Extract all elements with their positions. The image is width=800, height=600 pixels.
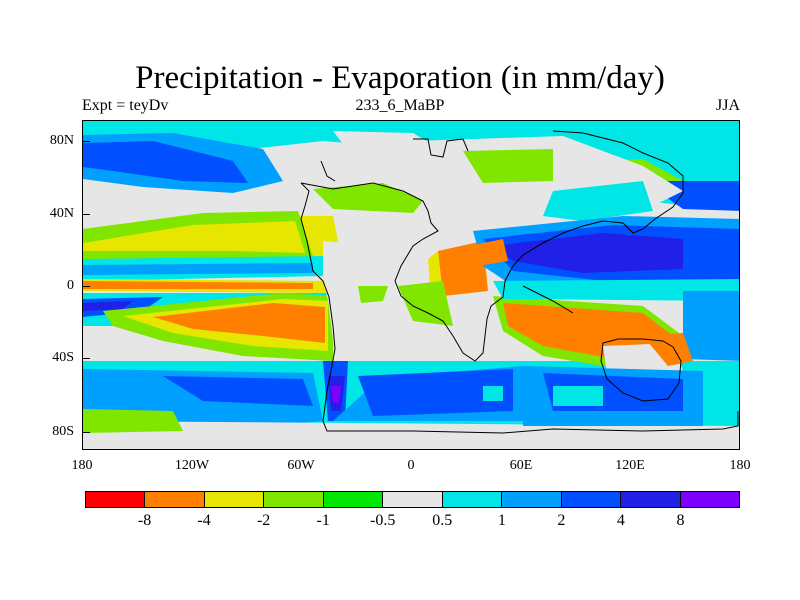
lon-label-0: 0 <box>407 458 415 473</box>
lon-label-60w: 60W <box>287 458 315 473</box>
colorbar-swatch <box>383 492 443 507</box>
colorbar-label: -1 <box>316 512 330 529</box>
lat-label-80s: 80S <box>52 424 74 439</box>
sio-cyan-dots <box>553 386 603 406</box>
map-panel <box>82 120 740 450</box>
colorbar-swatch <box>502 492 562 507</box>
colorbar-swatch <box>204 492 265 507</box>
colorbar-swatch <box>680 492 739 507</box>
colorbar-swatch <box>561 492 622 507</box>
colorbar-label: 4 <box>616 512 625 529</box>
colorbar <box>85 491 740 508</box>
atlantic-cyan-spots <box>483 386 503 401</box>
coastlines <box>300 130 739 434</box>
colorbar-label: 0.5 <box>432 512 453 529</box>
plot-title: Precipitation - Evaporation (in mm/day) <box>135 60 665 96</box>
africa-green <box>398 281 453 326</box>
colorbar-swatch <box>323 492 384 507</box>
colorbar-swatch <box>264 492 324 507</box>
eq-orange <box>83 281 313 289</box>
season-label: JJA <box>715 97 740 114</box>
sa-green-patches <box>358 286 388 303</box>
lat-label-0: 0 <box>67 278 74 293</box>
lon-label-180e: 180 <box>729 458 751 473</box>
colorbar-label: -0.5 <box>370 512 396 529</box>
lat-tick <box>82 358 90 359</box>
indian-monsoon-navy <box>493 233 683 273</box>
lat-tick <box>82 214 90 215</box>
lon-label-60e: 60E <box>509 458 533 473</box>
colorbar-label: 8 <box>676 512 685 529</box>
lat-tick <box>82 432 90 433</box>
sp-navy <box>83 301 133 311</box>
na-lime-rim <box>313 183 423 213</box>
colorbar-swatch <box>86 492 146 507</box>
colorbar-swatch <box>442 492 503 507</box>
contour-map <box>83 121 739 449</box>
itcz-sky <box>83 263 313 275</box>
east-asia-cyan <box>543 181 653 221</box>
lat-tick <box>82 141 90 142</box>
colorbar-label: 2 <box>557 512 566 529</box>
australia-orange <box>643 333 693 366</box>
period-label: 233_6_MaBP <box>355 97 445 114</box>
pacific-east-sky <box>683 291 739 361</box>
sa-southern-tip-violet <box>331 386 341 403</box>
colorbar-label: -8 <box>137 512 152 529</box>
io-dry-orange <box>503 303 673 357</box>
lat-label-40s: 40S <box>52 350 74 365</box>
arabia-orange <box>443 239 508 266</box>
io-cyan-band <box>493 279 739 301</box>
lon-label-180w: 180 <box>71 458 93 473</box>
lat-tick <box>82 286 90 287</box>
colorbar-label: -2 <box>256 512 271 529</box>
so-gray-antarctic <box>83 421 739 449</box>
so-lime-sw <box>83 409 183 433</box>
lon-label-120e: 120E <box>615 458 645 473</box>
atlantic-blue <box>358 369 513 416</box>
lon-label-120w: 120W <box>174 458 210 473</box>
colorbar-label: -4 <box>197 512 211 529</box>
np-dry-yellow <box>83 221 305 253</box>
colorbar-label: 1 <box>497 512 506 529</box>
lat-label-80n: 80N <box>49 133 74 148</box>
experiment-label: Expt = teyDv <box>82 97 169 114</box>
so-blue-west <box>163 376 313 406</box>
sp-dry-orange <box>153 303 325 343</box>
asia-green <box>463 149 553 183</box>
colorbar-swatch <box>145 492 205 507</box>
north-pacific-blue <box>83 141 248 183</box>
lat-label-40n: 40N <box>49 206 74 221</box>
colorbar-swatch <box>621 492 681 507</box>
